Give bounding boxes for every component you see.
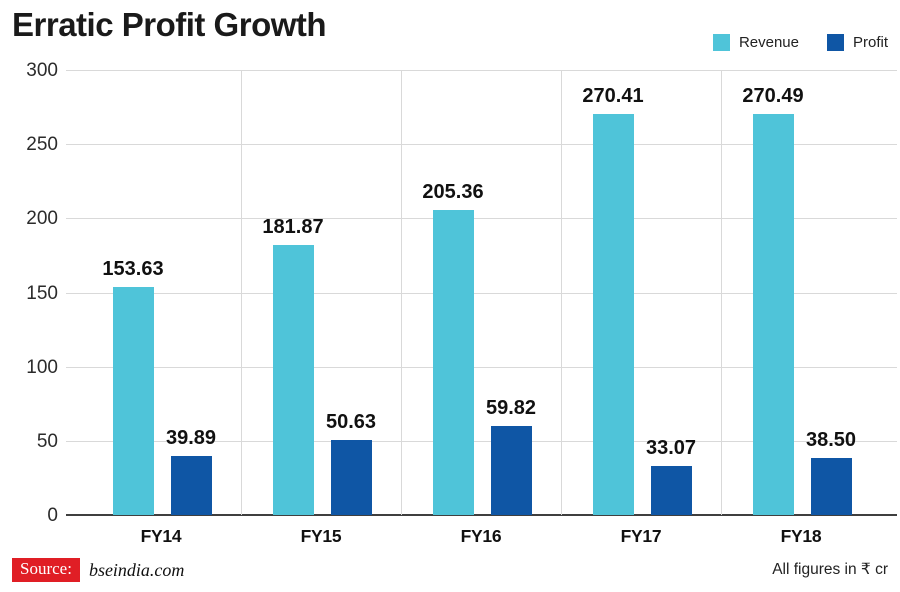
x-axis-line [66,514,897,516]
legend-item-revenue: Revenue [712,34,799,51]
bar-revenue-FY18 [752,113,794,515]
x-category-label-FY18: FY18 [780,526,822,546]
gridline-y-150 [66,292,897,294]
gridline-x-4 [721,70,722,515]
gridline-y-100 [66,366,897,368]
gridline-x-1 [241,70,242,515]
bar-revenue-FY14 [112,287,154,515]
revenue-swatch-icon [712,34,730,51]
y-tick-label-150: 150 [26,282,58,304]
gridline-x-3 [561,70,562,515]
legend: Revenue Profit [712,34,888,51]
value-label-revenue-FY15: 181.87 [262,216,324,239]
value-label-profit-FY14: 39.89 [165,426,217,449]
x-category-label-FY17: FY17 [620,526,662,546]
bar-profit-FY16 [490,426,532,515]
bar-revenue-FY15 [272,245,314,515]
y-tick-label-200: 200 [26,208,58,230]
bar-profit-FY15 [330,439,372,515]
source-badge: Source: [12,558,80,582]
profit-swatch-icon [826,34,844,51]
value-label-profit-FY15: 50.63 [325,410,377,433]
gridline-y-50 [66,440,897,442]
value-label-revenue-FY14: 153.63 [102,258,164,281]
source-line: Source: bseindia.com [12,558,184,582]
legend-label-revenue: Revenue [738,34,799,51]
x-category-label-FY15: FY15 [300,526,342,546]
source-link[interactable]: bseindia.com [88,559,185,580]
chart-title: Erratic Profit Growth [12,6,327,43]
y-tick-label-0: 0 [47,505,58,526]
y-tick-label-250: 250 [26,134,58,156]
value-label-revenue-FY17: 270.41 [582,84,644,107]
value-label-profit-FY16: 59.82 [485,397,537,420]
bar-profit-FY18 [810,457,852,515]
bar-profit-FY14 [170,455,212,515]
x-category-label-FY14: FY14 [140,526,182,546]
value-label-profit-FY17: 33.07 [645,436,697,459]
y-tick-label-100: 100 [26,356,58,378]
gridline-y-200 [66,218,897,220]
y-tick-label-50: 50 [36,430,58,452]
value-label-revenue-FY18: 270.49 [742,84,804,107]
gridline-y-250 [66,144,897,146]
gridline-x-2 [401,70,402,515]
legend-label-profit: Profit [852,34,888,51]
legend-item-profit: Profit [826,34,888,51]
unit-note: All figures in ₹ cr [772,561,888,578]
value-label-revenue-FY16: 205.36 [422,181,484,204]
bar-profit-FY17 [650,465,692,515]
gridline-y-300 [66,70,897,71]
x-category-label-FY16: FY16 [460,526,502,546]
bar-revenue-FY17 [592,113,634,515]
bar-revenue-FY16 [432,210,474,515]
value-label-profit-FY18: 38.50 [805,428,857,451]
plot-area: 153.63 39.89 181.87 50.63 205.36 59.82 270.41 3… [66,70,897,516]
y-tick-label-300: 300 [26,60,58,81]
